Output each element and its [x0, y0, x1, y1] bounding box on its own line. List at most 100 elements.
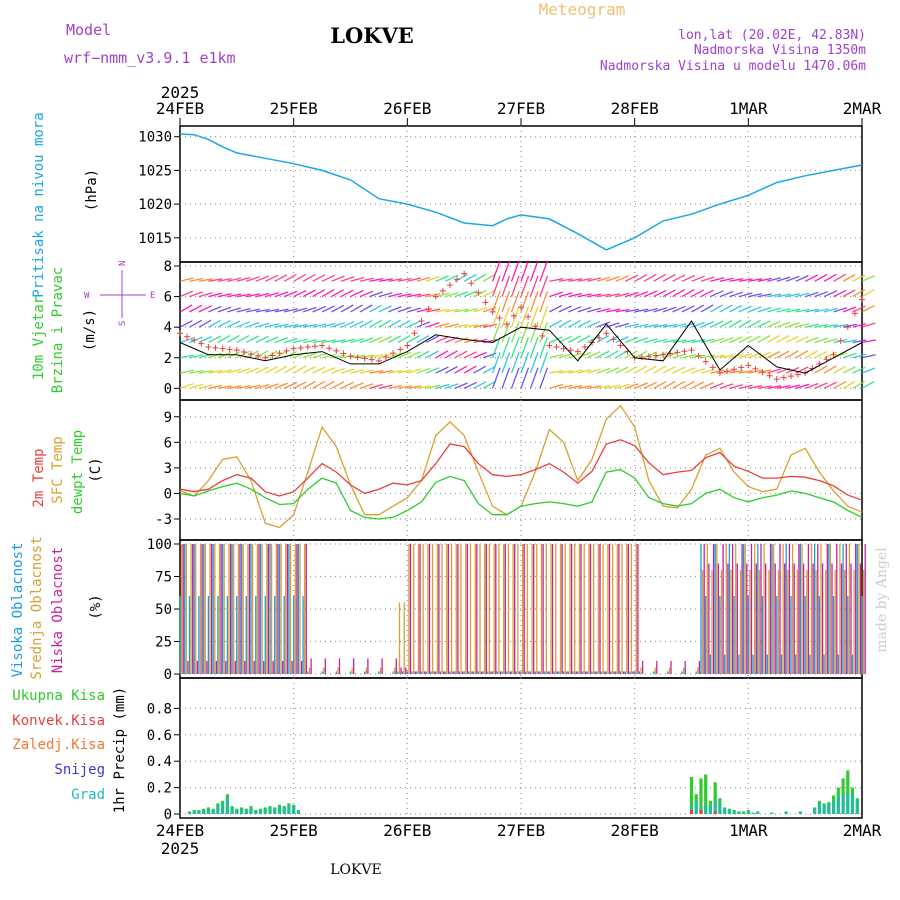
wind-arrow [539, 290, 549, 313]
wind-arrow [236, 293, 251, 298]
wind-arrow [302, 380, 316, 389]
wind-arrow [700, 289, 714, 298]
wind-arrow [189, 369, 204, 374]
precip-bar-snow [221, 803, 225, 814]
wind-arrow [757, 351, 771, 359]
chart-kind-title: Meteogram [539, 0, 626, 19]
wind-arrow [227, 277, 242, 282]
wind-arrow [179, 369, 194, 374]
wind-arrow [312, 380, 326, 389]
wind-gust-marker [837, 337, 844, 344]
wind-arrow [833, 381, 847, 389]
wind-arrow [738, 384, 753, 389]
wind-arrow [520, 306, 530, 328]
wind-arrow [549, 369, 564, 374]
wind-arrow [463, 290, 478, 298]
wind-arrow [767, 307, 781, 313]
wind-arrow [795, 308, 810, 313]
wind-arrow [833, 307, 848, 313]
wind-arrow [805, 323, 819, 328]
wind-arrow [359, 354, 374, 359]
wind-gust-marker [418, 318, 425, 325]
wind-arrow [284, 324, 299, 328]
wind-gust-marker [446, 282, 453, 289]
wind-arrow [643, 351, 658, 359]
wind-arrow [350, 276, 365, 282]
wind-arrow [795, 336, 809, 344]
wind-arrow [501, 336, 511, 358]
time-tick-label-top: 1MAR [729, 99, 768, 118]
wind-gust-marker [731, 366, 738, 373]
wind-gust-marker [830, 351, 837, 358]
wind-arrow [501, 306, 511, 328]
wind-arrow [491, 321, 501, 343]
wind-arrow [350, 290, 364, 298]
wind-arrow [748, 278, 763, 282]
wind-arrow [321, 305, 335, 313]
temp-ylabel-2: SFC Temp [50, 436, 66, 503]
wind-arrow [378, 384, 393, 389]
wind-arrow [378, 335, 392, 344]
wind-arrow [653, 381, 667, 389]
wind-arrow [179, 354, 194, 359]
wind-arrow [785, 335, 799, 344]
wind-gust-marker [255, 352, 262, 359]
precip-legend-total: Ukupna Kisa [12, 688, 105, 704]
wind-arrow [767, 368, 781, 374]
wind-gust-marker [276, 350, 283, 357]
wind-arrow [776, 293, 791, 298]
wind-gust-marker [567, 347, 574, 354]
wind-gust-marker [205, 344, 212, 351]
wind-arrow [596, 367, 611, 374]
model-label: Model [66, 21, 111, 39]
wind-arrow [217, 320, 231, 328]
wind-gust-marker [795, 371, 802, 378]
wind-arrow [274, 365, 288, 374]
precip-ytick-label: 0.8 [147, 701, 172, 717]
wind-arrow [265, 383, 279, 389]
temp-ylabel-1: 2m Temp [31, 448, 47, 507]
wind-arrow [681, 367, 696, 374]
wind-gust-marker [496, 315, 503, 321]
model-name: wrf−nmm_v3.9.1 e1km [64, 49, 236, 67]
wind-arrow [397, 369, 412, 374]
time-tick-label-bottom: 2MAR [843, 821, 882, 840]
wind-arrow [719, 319, 733, 328]
wind-arrow [227, 368, 242, 374]
precip-legend-conv: Konvek.Kisa [12, 713, 105, 729]
wind-gust-marker [688, 347, 695, 354]
wind-arrow [378, 278, 393, 282]
wind-gust-marker [297, 344, 304, 351]
wind-arrow [303, 323, 318, 328]
wind-arrow [539, 321, 549, 343]
wind-arrow [520, 260, 530, 282]
precip-bar-snow [746, 811, 750, 814]
wind-arrow [568, 369, 583, 374]
wind-arrow [719, 383, 734, 389]
pressure-ytick-label: 1020 [138, 197, 172, 213]
wind-arrow [302, 273, 316, 282]
wind-arrow [852, 274, 866, 282]
wind-gust-marker [184, 333, 191, 340]
wind-arrow [454, 323, 469, 328]
wind-arrow [738, 353, 753, 359]
wind-arrow [710, 369, 725, 374]
wind-arrow [624, 365, 638, 374]
wind-arrow [369, 369, 384, 374]
wind-gust-marker [787, 373, 794, 380]
wind-arrow [246, 308, 261, 313]
precip-bar-snow [263, 808, 267, 814]
wind-arrow [217, 293, 232, 298]
wind-arrow [804, 274, 818, 282]
compass-west: W [84, 291, 90, 301]
wind-arrow [795, 383, 810, 389]
wind-arrow [350, 382, 364, 389]
wind-gust-marker [404, 342, 411, 349]
wind-arrow [179, 320, 193, 328]
precip-bar-snow [817, 803, 821, 814]
wind-arrow [510, 367, 520, 389]
wind-arrow [482, 323, 497, 328]
precip-bar-snow [197, 811, 201, 814]
wind-ytick-label: 2 [164, 351, 172, 367]
wind-arrow [397, 351, 412, 359]
